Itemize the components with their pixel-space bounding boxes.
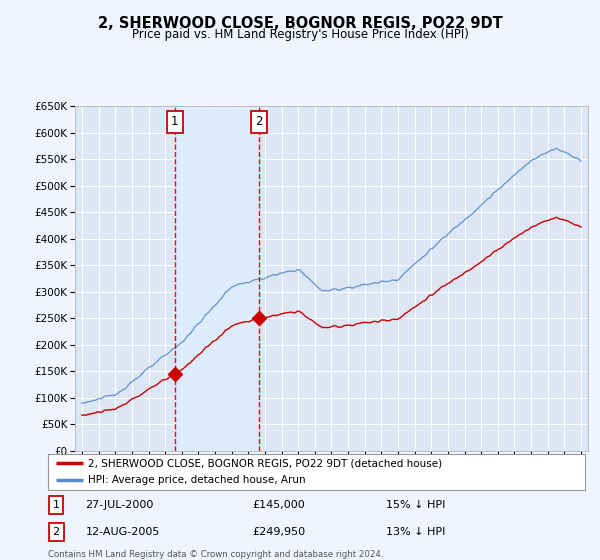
Text: 27-JUL-2000: 27-JUL-2000 bbox=[86, 500, 154, 510]
Text: £249,950: £249,950 bbox=[252, 526, 305, 536]
Text: 15% ↓ HPI: 15% ↓ HPI bbox=[386, 500, 446, 510]
Text: 1: 1 bbox=[171, 115, 178, 128]
Text: 2, SHERWOOD CLOSE, BOGNOR REGIS, PO22 9DT (detached house): 2, SHERWOOD CLOSE, BOGNOR REGIS, PO22 9D… bbox=[88, 459, 442, 468]
Text: £145,000: £145,000 bbox=[252, 500, 305, 510]
Text: HPI: Average price, detached house, Arun: HPI: Average price, detached house, Arun bbox=[88, 475, 306, 485]
Text: 2: 2 bbox=[255, 115, 262, 128]
Text: Price paid vs. HM Land Registry's House Price Index (HPI): Price paid vs. HM Land Registry's House … bbox=[131, 28, 469, 41]
Text: 2, SHERWOOD CLOSE, BOGNOR REGIS, PO22 9DT: 2, SHERWOOD CLOSE, BOGNOR REGIS, PO22 9D… bbox=[98, 16, 502, 31]
Text: 2: 2 bbox=[52, 526, 59, 536]
Text: 1: 1 bbox=[53, 500, 59, 510]
Text: 13% ↓ HPI: 13% ↓ HPI bbox=[386, 526, 446, 536]
Text: 12-AUG-2005: 12-AUG-2005 bbox=[86, 526, 160, 536]
Text: Contains HM Land Registry data © Crown copyright and database right 2024.
This d: Contains HM Land Registry data © Crown c… bbox=[48, 550, 383, 560]
Bar bbox=[175, 106, 259, 451]
